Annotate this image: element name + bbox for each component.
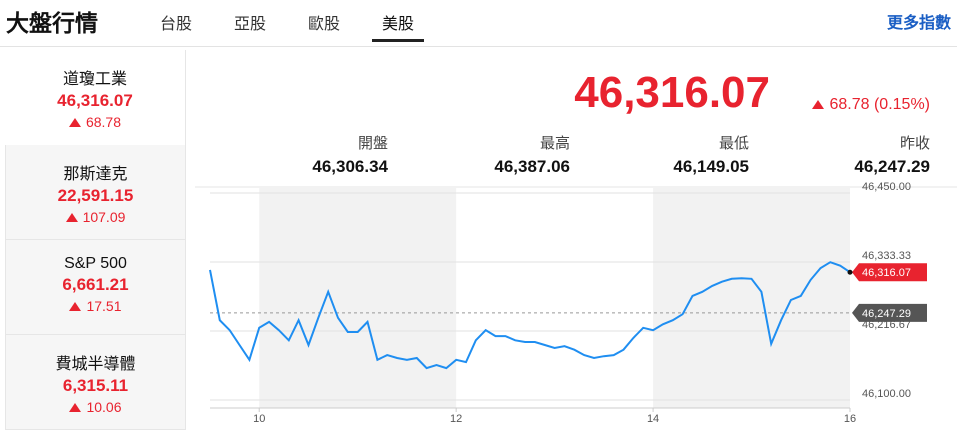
tab[interactable]: 歐股 [308, 16, 341, 33]
index-item[interactable]: 費城半導體 6,315.11 10.06 [5, 335, 186, 430]
index-list: 道瓊工業 46,316.07 68.78 那斯達克 22,591.15 107.09 S&P… [5, 50, 186, 430]
y-tick-label: 46,450.00 [862, 181, 911, 193]
y-tick-label: 46,100.00 [862, 388, 911, 400]
x-tick-label: 16 [844, 413, 856, 425]
more-link[interactable]: 更多指數 [886, 15, 951, 32]
stat: 昨收 46,247.29 [760, 132, 930, 177]
up-icon [69, 302, 82, 311]
reference-tag [852, 303, 927, 322]
stat-label: 開盤 [357, 135, 388, 152]
session-band [259, 187, 457, 408]
tab[interactable]: 台股 [160, 16, 193, 33]
up-icon [812, 100, 825, 109]
tab[interactable]: 美股 [372, 0, 425, 42]
price-line [209, 261, 851, 370]
stat-label: 最低 [718, 135, 749, 152]
index-value: 6,315.11 [62, 376, 129, 395]
tabs: 台股 亞股 歐股 美股 [150, 0, 446, 44]
stat-value: 46,306.34 [312, 157, 388, 176]
index-value: 6,661.21 [62, 275, 129, 294]
page-title: 大盤行情 [6, 10, 98, 36]
last-price-tag [852, 263, 927, 282]
y-tick-label: 46,216.67 [862, 319, 911, 331]
index-change-text: 68.78 [85, 114, 122, 130]
stat: 最高 46,387.06 [400, 132, 570, 177]
index-change: 10.06 [6, 399, 185, 415]
tab[interactable]: 亞股 [234, 16, 267, 33]
index-item[interactable]: S&P 500 6,661.21 17.51 [5, 240, 186, 335]
index-item[interactable]: 道瓊工業 46,316.07 68.78 [5, 50, 186, 145]
up-icon [69, 403, 82, 412]
y-tick-label: 46,333.33 [862, 250, 911, 262]
index-change-text: 17.51 [86, 298, 122, 314]
x-tick-label: 12 [450, 413, 462, 425]
x-tick-label: 14 [647, 413, 659, 425]
stat: 開盤 46,306.34 [218, 132, 388, 177]
stat-value: 46,387.06 [494, 157, 570, 176]
reference-label: 46,247.29 [862, 308, 911, 320]
index-change-text: 10.06 [86, 399, 122, 415]
stat: 最低 46,149.05 [579, 132, 749, 177]
index-name: 費城半導體 [55, 356, 136, 373]
quote-value: 46,316.07 [574, 68, 770, 117]
up-icon [68, 118, 81, 127]
index-change-text: 107.09 [82, 209, 126, 225]
index-change: 17.51 [6, 298, 185, 314]
index-name: 道瓊工業 [62, 71, 127, 88]
index-value: 22,591.15 [57, 186, 134, 205]
index-name: 那斯達克 [63, 166, 128, 183]
index-value: 46,316.07 [57, 91, 133, 110]
stat-value: 46,247.29 [854, 157, 930, 176]
stat-label: 昨收 [899, 135, 930, 152]
index-name: S&P 500 [64, 255, 127, 272]
x-tick-label: 10 [253, 413, 265, 425]
index-change: 107.09 [6, 209, 185, 225]
index-change: 68.78 [5, 114, 185, 130]
separator [0, 46, 957, 47]
index-item[interactable]: 那斯達克 22,591.15 107.09 [5, 145, 186, 240]
stat-label: 最高 [539, 135, 570, 152]
last-price-label: 46,316.07 [862, 267, 911, 279]
up-icon [65, 213, 78, 222]
last-point [847, 269, 853, 275]
stat-value: 46,149.05 [673, 157, 749, 176]
quote-change-text: 68.78 (0.15%) [829, 96, 930, 113]
quote-change: 68.78 (0.15%) [812, 96, 930, 114]
session-band [653, 187, 850, 408]
